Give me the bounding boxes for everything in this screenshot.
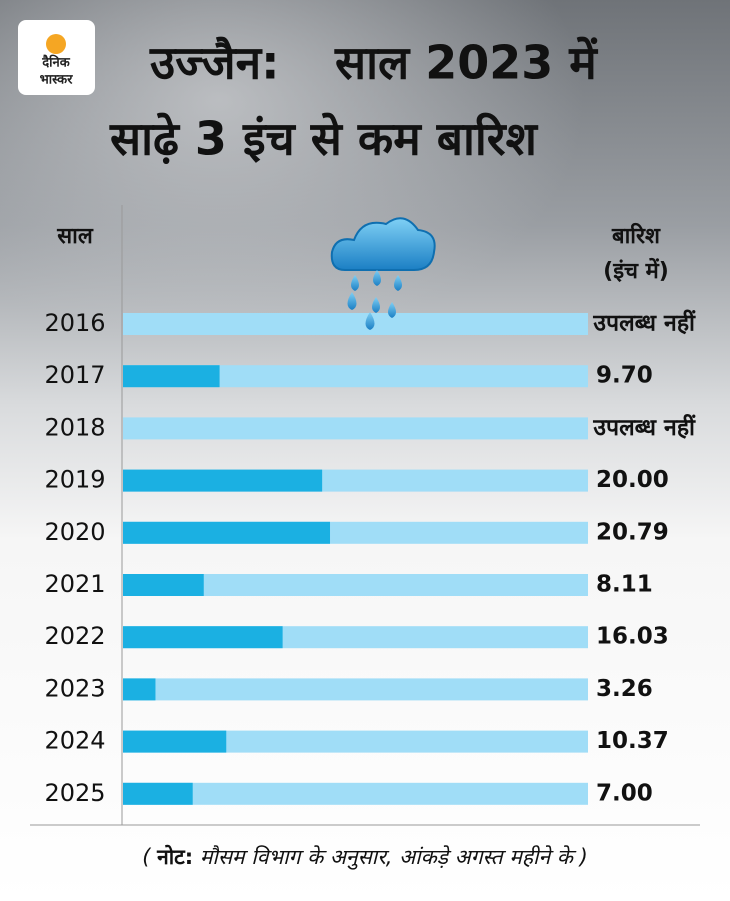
bar xyxy=(123,365,220,388)
bar xyxy=(123,730,227,753)
year-label: 2016 xyxy=(44,309,105,337)
logo-text: दैनिक xyxy=(41,55,70,71)
title: साल 2023 में xyxy=(334,36,598,90)
value-label: 3.26 xyxy=(596,676,653,702)
bar xyxy=(123,782,193,805)
rain-icon xyxy=(330,217,436,330)
bar xyxy=(123,626,283,649)
note: ( नोट: मौसम विभाग के अनुसार, आंकड़े अगस्… xyxy=(142,844,588,870)
bar xyxy=(123,469,323,492)
value-label: उपलब्ध नहीं xyxy=(592,413,696,441)
note-label: नोट: xyxy=(156,844,193,869)
bar-track xyxy=(123,417,588,440)
year-label: 2017 xyxy=(44,361,105,389)
logo: दैनिक भास्कर xyxy=(18,20,95,95)
value-label: 16.03 xyxy=(596,624,669,650)
year-label: 2024 xyxy=(44,727,105,755)
bar-track xyxy=(123,678,588,701)
title-place: उज्जैन: xyxy=(149,36,280,90)
title: साढ़े 3 इंच से कम बारिश xyxy=(109,112,539,166)
year-label: 2022 xyxy=(44,622,105,650)
column-header: साल xyxy=(56,224,94,249)
bar-track xyxy=(123,313,588,335)
value-label: 7.00 xyxy=(596,780,653,806)
value-label: 20.79 xyxy=(596,519,669,545)
value-label: उपलब्ध नहीं xyxy=(592,309,696,337)
bar xyxy=(123,521,331,544)
logo-text: भास्कर xyxy=(40,73,74,88)
column-header: बारिश xyxy=(611,222,661,249)
year-label: 2023 xyxy=(44,674,105,702)
bar-track xyxy=(123,730,588,753)
bar xyxy=(123,574,204,596)
year-label: 2018 xyxy=(44,413,105,441)
year-label: 2021 xyxy=(44,570,105,598)
bars: 2016 उपलब्ध नहीं 2017 9.70 2018 उपलब्ध नहीं 20… xyxy=(44,309,696,807)
value-label: 9.70 xyxy=(596,363,653,389)
bar xyxy=(123,678,156,701)
year-label: 2025 xyxy=(44,779,105,807)
value-label: 20.00 xyxy=(596,467,669,493)
bar-track xyxy=(123,365,588,388)
column-header: (इंच में) xyxy=(603,257,669,284)
value-label: 10.37 xyxy=(596,728,669,754)
bar-track xyxy=(123,782,588,805)
value-label: 8.11 xyxy=(596,572,653,598)
note-text: मौसम विभाग के अनुसार, आंकड़े अगस्त महीने… xyxy=(200,845,577,870)
bar-track xyxy=(123,574,588,596)
year-label: 2020 xyxy=(44,518,105,546)
year-label: 2019 xyxy=(44,466,105,494)
